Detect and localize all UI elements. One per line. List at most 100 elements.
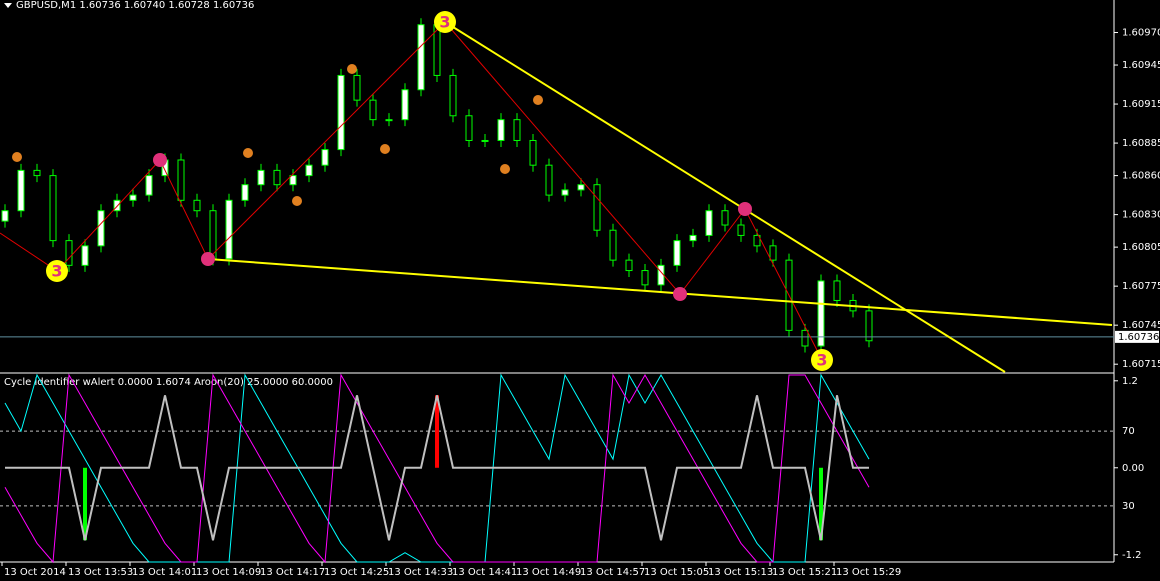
candle-body [817, 280, 825, 347]
candle-body [609, 229, 617, 261]
candle-body [321, 149, 329, 166]
candle-body [705, 210, 713, 236]
y-tick-label: 1.60915 [1122, 99, 1160, 110]
x-tick-label: 13 Oct 15:05 [644, 567, 709, 578]
candle-body [17, 169, 25, 212]
candle-body [289, 175, 297, 186]
y-tick-label: 1.60885 [1122, 138, 1160, 149]
indicator-line [4, 373, 870, 564]
signal-bar [435, 395, 439, 468]
candle-body [641, 270, 649, 286]
price-label-box [1115, 330, 1159, 343]
signal-bar [819, 467, 823, 541]
candle-body [625, 259, 633, 272]
pivot [738, 202, 752, 216]
y-tick-label: 0.00 [1122, 463, 1144, 474]
wave-marker [434, 11, 456, 33]
candle-body [417, 24, 425, 91]
candle-body [497, 119, 505, 141]
dot [243, 148, 253, 158]
y-tick-label: 1.60860 [1122, 171, 1160, 182]
candle-body [385, 119, 393, 122]
candle-body [81, 245, 89, 266]
candle-body [177, 159, 185, 201]
zigzag [0, 21, 823, 361]
wave-label: 3 [439, 13, 450, 32]
candle-body [513, 119, 521, 141]
x-tick-label: 13 Oct 14:41 [452, 567, 517, 578]
x-tick-label: 13 Oct 15:13 [708, 567, 773, 578]
candle-body [689, 234, 697, 242]
y2-tick-label: 30 [1122, 501, 1135, 512]
candle-body [129, 194, 137, 201]
x-tick-label: 13 Oct 14:01 [132, 567, 197, 578]
x-tick-label: 13 Oct 14:57 [580, 567, 645, 578]
candle-body [97, 210, 105, 247]
candle-body [65, 240, 73, 266]
y2-tick-label: 70 [1122, 426, 1135, 437]
candle-body [257, 169, 265, 186]
trend-line [444, 21, 1006, 373]
dot [347, 64, 357, 74]
signal-bar [83, 467, 87, 541]
candle-body [593, 184, 601, 231]
y-tick-label: 1.60715 [1122, 359, 1160, 370]
candle-body [753, 234, 761, 247]
candle-body [545, 164, 553, 196]
x-tick-label: 13 Oct 14:25 [324, 567, 389, 578]
wave-marker [46, 260, 68, 282]
y-tick-label: 1.60805 [1122, 242, 1160, 253]
dot [12, 152, 22, 162]
candle-body [561, 189, 569, 196]
indicator-title: Cycle identifier wAlert 0.0000 1.6074 Ar… [4, 377, 333, 388]
pivot [153, 153, 167, 167]
y-tick-label: -1.2 [1122, 550, 1142, 561]
candle-body [577, 184, 585, 191]
x-tick-label: 13 Oct 14:49 [516, 567, 581, 578]
candle-body [113, 199, 121, 212]
candle-body [353, 74, 361, 101]
x-tick-label: 13 Oct 15:21 [772, 567, 837, 578]
candle-body [801, 329, 809, 347]
candle-body [193, 199, 201, 212]
candle-body [369, 99, 377, 121]
x-tick-label: 13 Oct 15:29 [836, 567, 901, 578]
indicator-line [5, 395, 869, 541]
candle-body [833, 280, 841, 301]
candle-body [33, 169, 41, 177]
candle-body [273, 169, 281, 186]
candle-body [465, 115, 473, 141]
x-tick-label: 13 Oct 14:17 [260, 567, 325, 578]
menu-arrow[interactable] [4, 3, 12, 8]
x-tick-label: 13 Oct 13:53 [68, 567, 133, 578]
y-tick-label: 1.60830 [1122, 210, 1160, 221]
candle-body [769, 245, 777, 261]
dot [380, 144, 390, 154]
candle-body [481, 139, 489, 142]
pivot [201, 252, 215, 266]
y-tick-label: 1.60775 [1122, 281, 1160, 292]
overlay: 3 3 3 [0, 11, 1113, 373]
y-tick-label: 1.60945 [1122, 60, 1160, 71]
candle-body [865, 310, 873, 342]
dot [533, 95, 543, 105]
candle-body [721, 210, 729, 226]
dot [292, 196, 302, 206]
candle-body [673, 240, 681, 266]
candle-body [145, 175, 153, 196]
wave-label: 3 [51, 262, 62, 281]
y-tick-label: 1.2 [1122, 376, 1138, 387]
candle-body [737, 224, 745, 236]
trend-line [207, 258, 1113, 326]
x-tick-label: 13 Oct 14:09 [196, 567, 261, 578]
candle-body [449, 74, 457, 117]
candle-body [337, 74, 345, 151]
price-label: 1.60736 [1118, 332, 1159, 343]
wave-label: 3 [816, 351, 827, 370]
y-tick-label: 1.60970 [1122, 28, 1160, 39]
candle-body [1, 210, 9, 222]
x-tick-label: 13 Oct 2014 [4, 567, 66, 578]
candle-body [225, 199, 233, 260]
